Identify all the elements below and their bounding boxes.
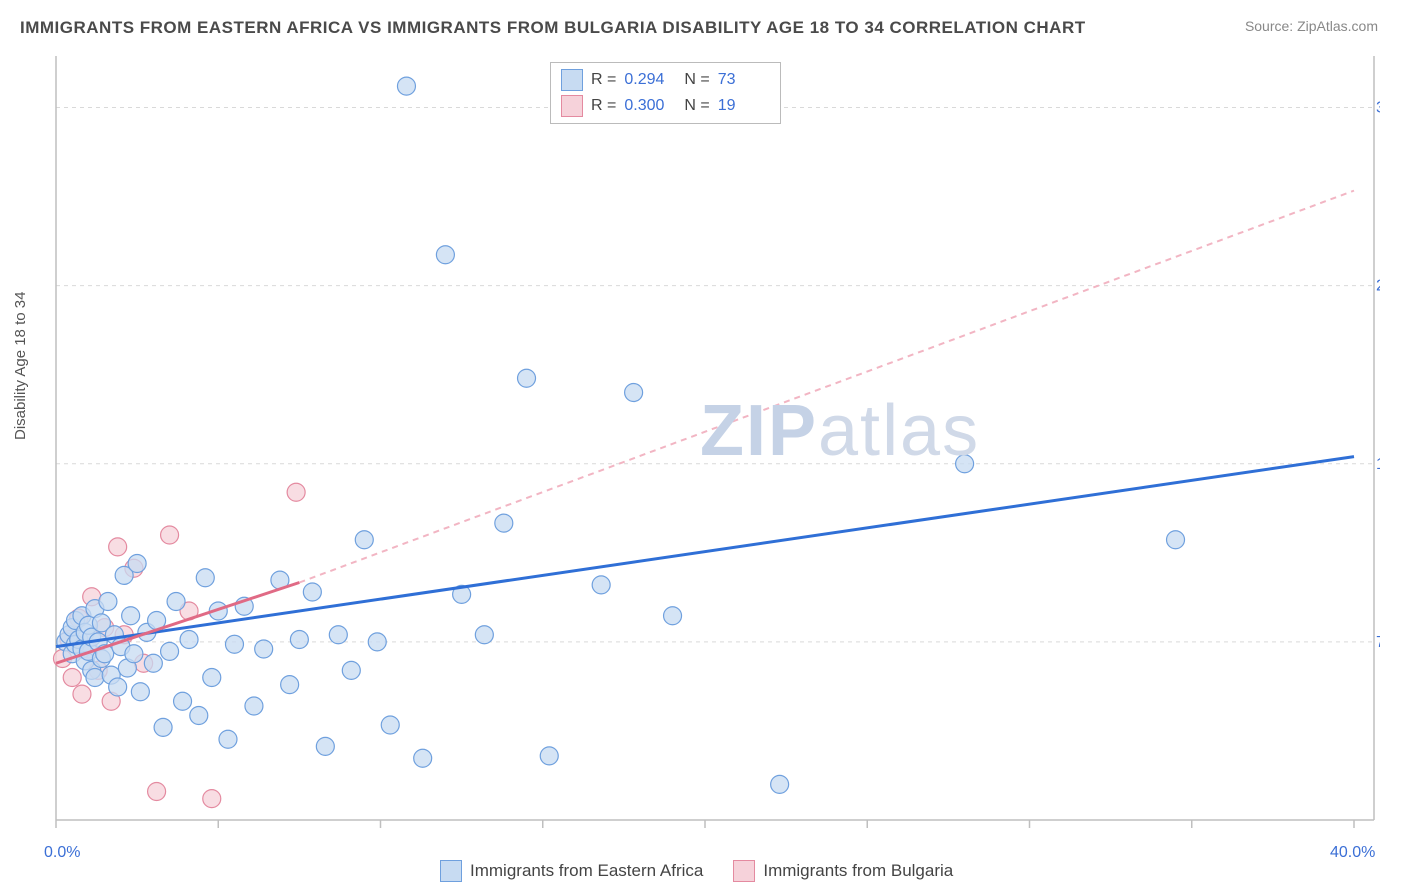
legend-swatch (561, 95, 583, 117)
legend-r-value: 0.294 (624, 71, 676, 89)
legend-series-label: Immigrants from Eastern Africa (470, 861, 703, 881)
data-point (196, 569, 214, 587)
data-point (73, 685, 91, 703)
x-axis-origin-label: 0.0% (44, 844, 80, 862)
y-tick-label: 22.5% (1376, 278, 1380, 295)
data-point (122, 607, 140, 625)
plot-area: 7.5% 15.0% 22.5% 30.0% (50, 50, 1380, 840)
data-point (290, 631, 308, 649)
legend-swatch (733, 860, 755, 882)
series-legend: Immigrants from Eastern Africa Immigrants… (440, 860, 953, 882)
data-point (956, 455, 974, 473)
data-point (225, 635, 243, 653)
legend-n-label: N = (684, 97, 709, 115)
data-point (475, 626, 493, 644)
legend-series-label: Immigrants from Bulgaria (763, 861, 953, 881)
data-point (381, 716, 399, 734)
legend-r-label: R = (591, 97, 616, 115)
data-point (592, 576, 610, 594)
data-point (99, 593, 117, 611)
data-point (329, 626, 347, 644)
data-point (190, 707, 208, 725)
data-point (436, 246, 454, 264)
data-point (148, 783, 166, 801)
data-point (287, 483, 305, 501)
legend-n-label: N = (684, 71, 709, 89)
legend-row: R = 0.300 N = 19 (561, 93, 770, 119)
data-point (144, 654, 162, 672)
legend-item: Immigrants from Eastern Africa (440, 860, 703, 882)
legend-row: R = 0.294 N = 73 (561, 67, 770, 93)
data-point (180, 631, 198, 649)
data-point (203, 669, 221, 687)
data-point (203, 790, 221, 808)
data-point (625, 384, 643, 402)
data-point (540, 747, 558, 765)
data-point (219, 730, 237, 748)
data-point (664, 607, 682, 625)
data-point (414, 749, 432, 767)
data-point (161, 642, 179, 660)
scatter-chart-svg: 7.5% 15.0% 22.5% 30.0% (50, 50, 1380, 840)
y-tick-label: 7.5% (1376, 634, 1380, 651)
data-point (131, 683, 149, 701)
legend-item: Immigrants from Bulgaria (733, 860, 953, 882)
legend-swatch (440, 860, 462, 882)
source-attribution: Source: ZipAtlas.com (1245, 18, 1378, 34)
chart-title: IMMIGRANTS FROM EASTERN AFRICA VS IMMIGR… (20, 18, 1086, 38)
data-point (161, 526, 179, 544)
data-point (245, 697, 263, 715)
data-point (255, 640, 273, 658)
legend-n-value: 73 (718, 71, 770, 89)
legend-n-value: 19 (718, 97, 770, 115)
data-point (125, 645, 143, 663)
y-tick-label: 30.0% (1376, 100, 1380, 117)
data-point (397, 77, 415, 95)
legend-r-value: 0.300 (624, 97, 676, 115)
data-point (63, 669, 81, 687)
data-point (316, 737, 334, 755)
data-point (174, 692, 192, 710)
data-point (495, 514, 513, 532)
legend-swatch (561, 69, 583, 91)
data-point (86, 669, 104, 687)
data-point (281, 676, 299, 694)
data-point (368, 633, 386, 651)
data-point (167, 593, 185, 611)
data-point (518, 369, 536, 387)
data-point (771, 775, 789, 793)
data-point (128, 555, 146, 573)
source-label: Source: (1245, 18, 1293, 34)
data-point (355, 531, 373, 549)
data-point (109, 538, 127, 556)
data-point (303, 583, 321, 601)
source-value: ZipAtlas.com (1297, 18, 1378, 34)
y-axis-label: Disability Age 18 to 34 (12, 292, 29, 440)
legend-r-label: R = (591, 71, 616, 89)
correlation-legend: R = 0.294 N = 73 R = 0.300 N = 19 (550, 62, 781, 124)
data-point (342, 661, 360, 679)
data-point (154, 718, 172, 736)
data-point (109, 678, 127, 696)
y-tick-label: 15.0% (1376, 456, 1380, 473)
data-point (1167, 531, 1185, 549)
x-axis-max-label: 40.0% (1330, 844, 1375, 862)
